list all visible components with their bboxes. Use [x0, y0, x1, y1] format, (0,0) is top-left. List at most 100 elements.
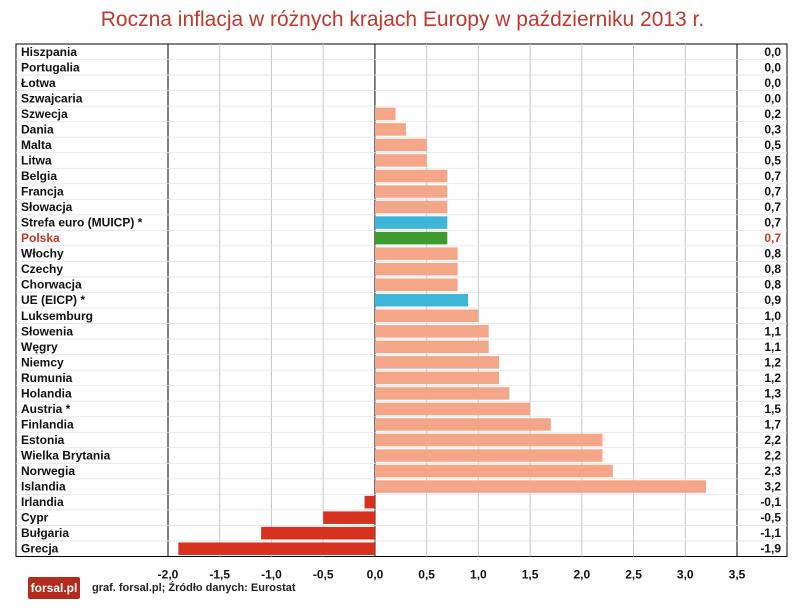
category-label: Słowacja [21, 200, 73, 214]
x-tick-label: -0,5 [313, 567, 334, 581]
category-label: Hiszpania [21, 45, 77, 59]
category-label: Szwajcaria [21, 91, 83, 105]
value-label: 0,3 [764, 122, 781, 136]
bar [374, 433, 603, 447]
bar [374, 309, 479, 323]
bar [374, 402, 531, 416]
value-label: 2,2 [764, 449, 781, 463]
category-label: Grecja [21, 542, 59, 556]
x-tick-label: -1,5 [209, 567, 230, 581]
value-label: 1,1 [764, 340, 781, 354]
value-label: 0,7 [764, 200, 781, 214]
category-label: Luksemburg [21, 309, 93, 323]
value-label: 0,5 [764, 138, 781, 152]
x-tick-label: -2,0 [158, 567, 179, 581]
category-label: Belgia [21, 169, 57, 183]
value-label: -1,9 [760, 542, 781, 556]
category-label: Cypr [21, 511, 49, 525]
value-label: 0,7 [764, 185, 781, 199]
category-label: UE (EICP) * [21, 293, 85, 307]
category-label: Portugalia [21, 60, 80, 74]
category-label: Łotwa [21, 76, 56, 90]
x-tick-label: 0,5 [418, 567, 435, 581]
bar [374, 154, 427, 167]
category-label: Rumunia [21, 371, 73, 385]
value-label: 0,7 [764, 169, 781, 183]
value-label: 1,0 [764, 309, 781, 323]
forsal-logo: forsal.pl [28, 577, 80, 599]
bar [374, 185, 448, 198]
x-tick-label: 0,0 [367, 567, 384, 581]
bar [178, 542, 375, 555]
category-label: Norwegia [21, 464, 75, 478]
x-tick-label: 3,0 [677, 567, 694, 581]
category-label: Malta [21, 138, 52, 152]
bar [374, 464, 613, 478]
category-label: Szwecja [21, 107, 68, 121]
category-label: Austria * [21, 402, 71, 416]
bar [374, 449, 603, 462]
value-label: 0,8 [764, 247, 781, 261]
value-label: -0,5 [760, 511, 781, 525]
x-tick-label: 1,0 [470, 567, 487, 581]
category-label: Francja [21, 185, 64, 199]
bar [374, 356, 500, 369]
bar [374, 387, 510, 400]
category-label: Słowenia [21, 324, 73, 338]
value-label: 0,7 [764, 231, 781, 245]
category-label: Holandia [21, 386, 72, 400]
value-label: 0,0 [764, 45, 781, 59]
row-grid-layer [16, 59, 787, 542]
bar [374, 418, 551, 431]
labels-layer: Hiszpania 0,0 Portugalia 0,0 Łotwa 0,0 Szwajca… [21, 45, 781, 556]
bar [374, 293, 469, 307]
source-note: graf. forsal.pl; Źródło danych: Eurostat [92, 582, 296, 594]
value-label: 1,3 [764, 386, 781, 400]
bar [374, 340, 489, 354]
bar [261, 526, 375, 540]
category-label: Finlandia [21, 417, 74, 431]
category-label: Niemcy [21, 355, 64, 369]
category-label: Chorwacja [21, 278, 82, 292]
bar [374, 200, 448, 214]
value-label: 0,8 [764, 278, 781, 292]
category-label: Estonia [21, 433, 65, 447]
value-label: 1,1 [764, 324, 781, 338]
value-label: 0,2 [764, 107, 781, 121]
category-label: Dania [21, 122, 54, 136]
value-label: 0,0 [764, 60, 781, 74]
bar [364, 495, 375, 509]
category-label: Polska [21, 231, 60, 245]
x-tick-label: 3,5 [729, 567, 746, 581]
value-label: -0,1 [760, 495, 781, 509]
category-label: Węgry [21, 340, 58, 354]
chart-frame [15, 43, 788, 557]
value-label: 3,2 [764, 480, 781, 494]
category-label: Islandia [21, 480, 66, 494]
value-label: 1,2 [764, 371, 781, 385]
x-axis-ticks: -2,0 -1,5 -1,0 -0,5 0,0 0,5 1,0 1,5 2,0 2,5 3,0 3,5 [158, 567, 746, 581]
value-label: 0,5 [764, 153, 781, 167]
x-tick-label: -1,0 [261, 567, 282, 581]
category-label: Litwa [21, 153, 52, 167]
value-label: 0,0 [764, 91, 781, 105]
bar [374, 107, 396, 121]
value-label: 0,7 [764, 216, 781, 230]
chart-title: Roczna inflacja w różnych krajach Europy… [100, 8, 705, 31]
x-tick-label: 1,5 [522, 567, 539, 581]
bar [374, 278, 458, 291]
value-label: 0,0 [764, 76, 781, 90]
value-label: 2,3 [764, 464, 781, 478]
bar [374, 169, 448, 183]
bar [374, 480, 706, 493]
category-label: Strefa euro (MUICP) * [21, 216, 143, 230]
bar [374, 123, 406, 136]
value-label: 0,9 [764, 293, 781, 307]
category-label: Czechy [21, 262, 63, 276]
bar [374, 262, 458, 276]
bar [374, 216, 448, 229]
value-label: 1,5 [764, 402, 781, 416]
bar [374, 231, 448, 245]
value-label: 1,2 [764, 355, 781, 369]
